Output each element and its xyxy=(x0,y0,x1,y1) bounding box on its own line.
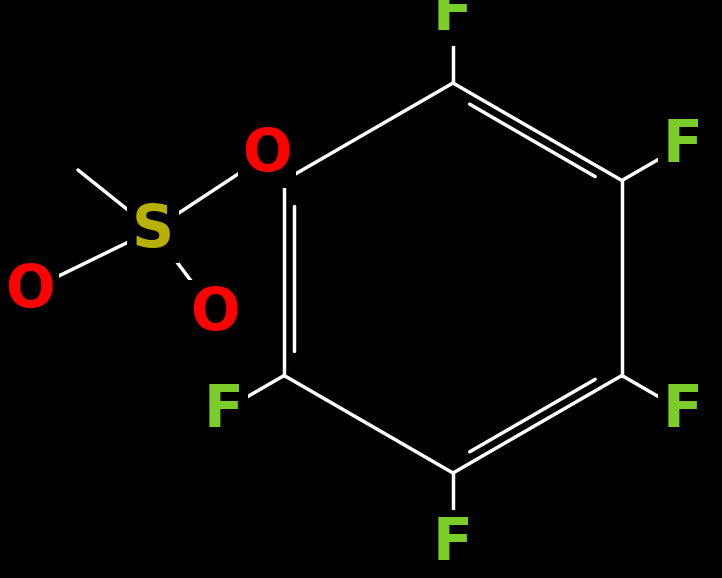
Text: F: F xyxy=(433,514,473,572)
Text: O: O xyxy=(5,261,55,318)
Text: F: F xyxy=(204,382,243,439)
Text: S: S xyxy=(132,202,174,258)
Text: F: F xyxy=(433,0,473,42)
Text: F: F xyxy=(663,382,703,439)
Text: O: O xyxy=(191,284,240,342)
Text: F: F xyxy=(663,117,703,174)
Text: O: O xyxy=(243,127,292,183)
